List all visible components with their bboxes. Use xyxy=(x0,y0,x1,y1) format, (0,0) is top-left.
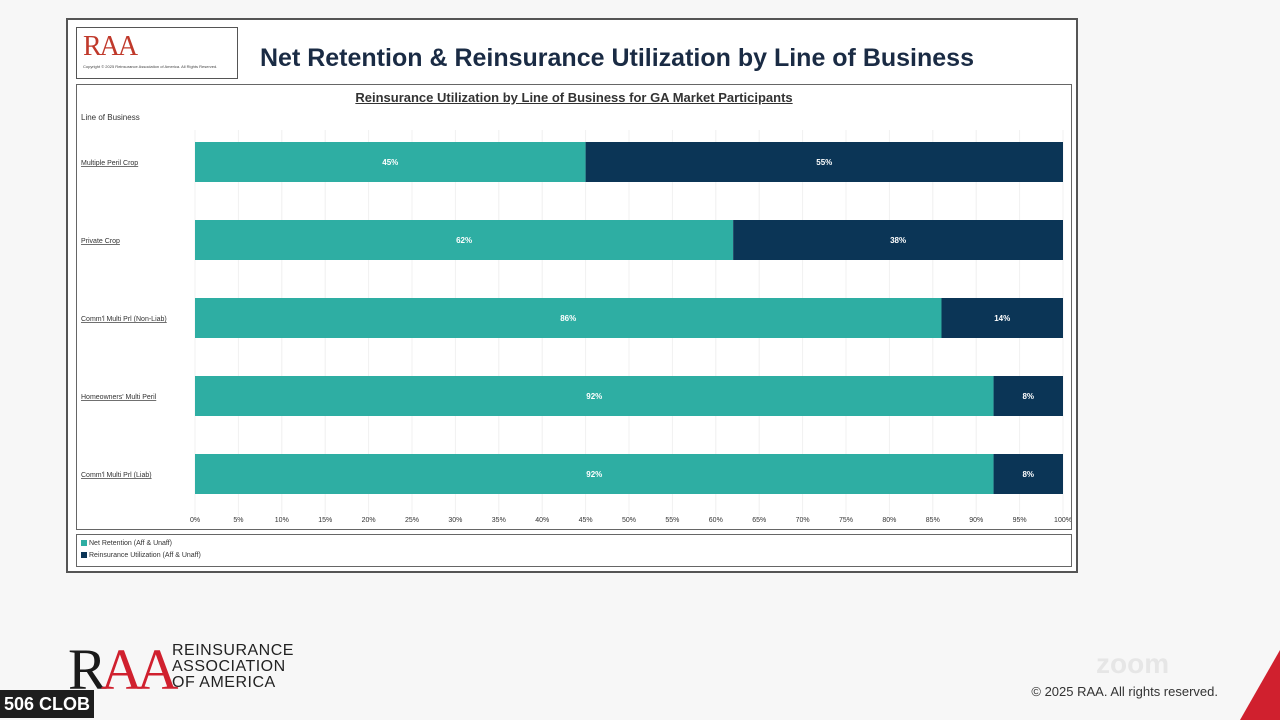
x-tick-label: 75% xyxy=(839,517,853,524)
data-label: 55% xyxy=(816,158,832,167)
y-axis-label: Line of Business xyxy=(81,113,140,122)
raa-logo-letters: RAA xyxy=(68,637,178,702)
data-label: 86% xyxy=(560,314,576,323)
x-tick-label: 5% xyxy=(233,517,243,524)
category-label: Comm'l Multi Prl (Liab) xyxy=(81,472,152,479)
x-tick-label: 45% xyxy=(579,517,593,524)
org-name-line3: OF AMERICA xyxy=(172,674,276,691)
chart-legend: Net Retention (Aff & Unaff) Reinsurance … xyxy=(76,534,1072,567)
x-tick-label: 0% xyxy=(190,517,200,524)
x-tick-label: 100% xyxy=(1054,517,1071,524)
data-label: 38% xyxy=(890,236,906,245)
bar-chart: Line of Business Multiple Peril Crop 45% 55… xyxy=(81,113,1071,524)
x-tick-label: 60% xyxy=(709,517,723,524)
participant-name-label: 506 CLOB xyxy=(0,690,95,718)
org-name-line2: ASSOCIATION xyxy=(172,658,286,675)
data-label: 92% xyxy=(586,392,602,401)
category-label: Multiple Peril Crop xyxy=(81,160,138,167)
data-label: 8% xyxy=(1022,470,1034,479)
bar-segment xyxy=(195,376,994,416)
x-tick-label: 15% xyxy=(318,517,332,524)
data-label: 62% xyxy=(456,236,472,245)
legend-item-reinsurance-utilization: Reinsurance Utilization (Aff & Unaff) xyxy=(81,552,201,559)
bar-segment xyxy=(195,220,734,260)
zoom-watermark: zoom xyxy=(1096,648,1170,679)
bar-segment xyxy=(733,220,1063,260)
bar-segment xyxy=(195,298,942,338)
data-label: 92% xyxy=(586,470,602,479)
legend-label-reinsurance-utilization: Reinsurance Utilization (Aff & Unaff) xyxy=(89,552,201,559)
x-tick-label: 50% xyxy=(622,517,636,524)
raa-logo-small-copyright: Copyright © 2025 Reinsurance Association… xyxy=(83,64,218,69)
legend-item-net-retention: Net Retention (Aff & Unaff) xyxy=(81,540,172,547)
slide-frame: RAA Copyright © 2025 Reinsurance Associa… xyxy=(66,18,1078,573)
x-tick-label: 25% xyxy=(405,517,419,524)
raa-footer-logo: RAA REINSURANCE ASSOCIATION OF AMERICA xyxy=(68,637,328,702)
footer-copyright: © 2025 RAA. All rights reserved. xyxy=(1031,684,1218,699)
data-label: 14% xyxy=(994,314,1010,323)
category-label: Homeowners' Multi Peril xyxy=(81,394,157,401)
x-tick-label: 20% xyxy=(362,517,376,524)
data-label: 45% xyxy=(382,158,398,167)
x-tick-label: 65% xyxy=(752,517,766,524)
raa-logo-small-text: RAA xyxy=(83,31,138,62)
x-tick-label: 10% xyxy=(275,517,289,524)
raa-org-name: REINSURANCE ASSOCIATION OF AMERICA xyxy=(172,643,294,691)
x-tick-label: 35% xyxy=(492,517,506,524)
data-label: 8% xyxy=(1022,392,1034,401)
category-label: Comm'l Multi Prl (Non-Liab) xyxy=(81,316,167,323)
bar-segment xyxy=(585,142,1063,182)
legend-label-net-retention: Net Retention (Aff & Unaff) xyxy=(89,540,173,547)
x-tick-label: 90% xyxy=(969,517,983,524)
x-tick-label: 95% xyxy=(1013,517,1027,524)
corner-accent xyxy=(1240,650,1280,720)
x-tick-label: 30% xyxy=(448,517,462,524)
x-tick-label: 85% xyxy=(926,517,940,524)
bar-segment xyxy=(195,454,994,494)
legend-swatch-reinsurance-utilization xyxy=(81,552,87,559)
bar-segment xyxy=(993,376,1063,416)
bar-segment xyxy=(941,298,1063,338)
x-tick-label: 40% xyxy=(535,517,549,524)
category-label: Private Crop xyxy=(81,238,120,245)
legend-swatch-net-retention xyxy=(81,540,87,547)
slide-title: Net Retention & Reinsurance Utilization … xyxy=(260,44,974,72)
x-tick-label: 55% xyxy=(665,517,679,524)
bar-segment xyxy=(993,454,1063,494)
x-tick-label: 80% xyxy=(882,517,896,524)
x-tick-label: 70% xyxy=(796,517,810,524)
bar-segment xyxy=(195,142,586,182)
chart-frame: Line of Business Multiple Peril Crop 45% 55… xyxy=(76,84,1072,530)
chart-title: Reinsurance Utilization by Line of Busin… xyxy=(355,90,793,105)
raa-logo-small: RAA Copyright © 2025 Reinsurance Associa… xyxy=(76,27,238,79)
org-name-line1: REINSURANCE xyxy=(172,642,294,659)
